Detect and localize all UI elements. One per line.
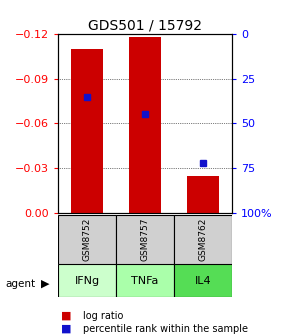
Text: GSM8757: GSM8757 [140,218,150,261]
Text: ■: ■ [61,324,71,334]
Text: IL4: IL4 [195,276,211,286]
Bar [174,215,232,264]
Text: ■: ■ [61,311,71,321]
Bar [187,176,219,213]
Text: agent: agent [6,279,36,289]
Text: TNFa: TNFa [131,276,159,286]
Bar [174,264,232,297]
Text: GDS501 / 15792: GDS501 / 15792 [88,18,202,33]
Text: ▶: ▶ [41,279,49,289]
Text: GSM8752: GSM8752 [82,218,92,261]
Bar [58,264,116,297]
Text: percentile rank within the sample: percentile rank within the sample [83,324,248,334]
Text: IFNg: IFNg [75,276,99,286]
Bar [58,215,116,264]
Text: log ratio: log ratio [83,311,123,321]
Text: GSM8762: GSM8762 [198,218,208,261]
Bar [129,37,161,213]
Bar [116,264,174,297]
Bar [71,49,103,213]
Bar [116,215,174,264]
